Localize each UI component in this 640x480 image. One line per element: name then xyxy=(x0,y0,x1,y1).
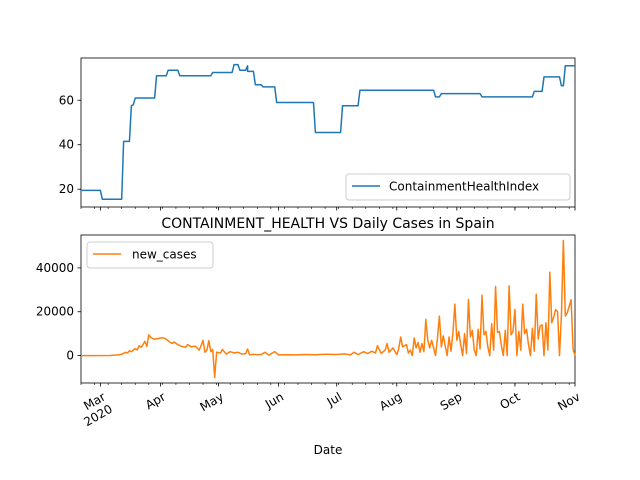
y-tick-label: 60 xyxy=(59,93,74,107)
bottom-chart-title: CONTAINMENT_HEALTH VS Daily Cases in Spa… xyxy=(161,216,494,232)
legend-box xyxy=(86,241,214,269)
bottom-chart-y-axis: 0 20000 40000 xyxy=(36,261,81,363)
x-tick-label: Jul xyxy=(324,390,344,410)
y-tick-label: 20000 xyxy=(36,305,74,319)
x-axis-label: Date xyxy=(314,443,343,457)
top-chart-x-axis xyxy=(80,207,576,211)
containment-health-index-line xyxy=(81,63,575,200)
legend-label-new-cases: new_cases xyxy=(132,248,197,262)
top-chart-panel: 20 40 60 ContainmentHealthIndex xyxy=(59,57,576,211)
y-tick-label: 40000 xyxy=(36,261,74,275)
x-tick-label-month: Jul xyxy=(324,390,344,410)
bottom-chart-legend: new_cases xyxy=(86,241,214,269)
legend-label-containment-health-index: ContainmentHealthIndex xyxy=(389,180,539,194)
y-tick-label: 20 xyxy=(59,182,74,196)
legend-box xyxy=(345,173,571,201)
new-cases-line xyxy=(80,239,576,379)
y-tick-label: 40 xyxy=(59,138,74,152)
top-chart-frame xyxy=(80,57,576,208)
top-chart-legend: ContainmentHealthIndex xyxy=(345,173,571,201)
top-chart-y-axis: 20 40 60 xyxy=(59,93,81,196)
bottom-chart-frame xyxy=(80,234,576,384)
y-tick-label: 0 xyxy=(66,349,74,363)
